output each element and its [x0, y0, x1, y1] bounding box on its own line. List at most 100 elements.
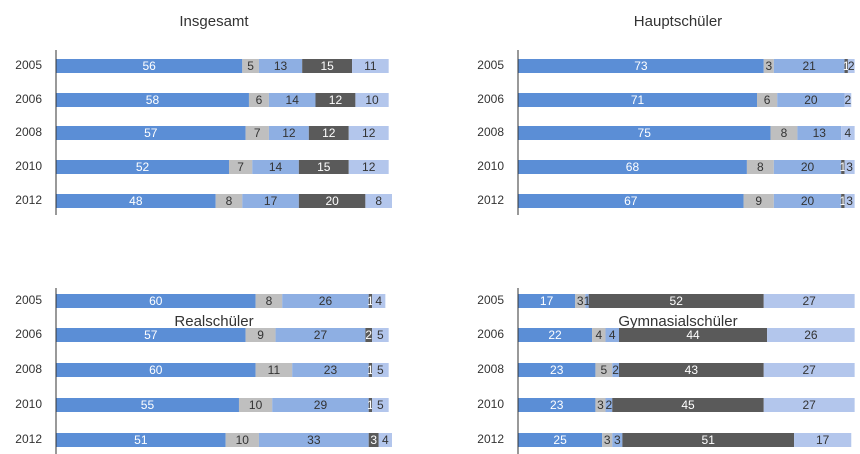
data-label: 27: [803, 363, 817, 377]
bar-segment: [255, 363, 293, 377]
data-label: 5: [247, 59, 254, 73]
bar-segment: [841, 194, 845, 208]
data-label: 3: [614, 433, 621, 447]
panel-title: Insgesamt: [179, 13, 249, 30]
data-label: 17: [264, 194, 278, 208]
data-label: 67: [624, 194, 638, 208]
y-tick-label: 2006: [15, 327, 42, 341]
data-label: 8: [375, 194, 382, 208]
y-tick-label: 2008: [477, 125, 504, 139]
bar-segment: [368, 398, 373, 412]
bar-segment: [743, 194, 774, 208]
bar-segment: [368, 294, 373, 308]
y-tick-label: 2010: [477, 159, 504, 173]
data-label: 20: [801, 160, 815, 174]
data-label: 71: [631, 93, 645, 107]
data-label: 9: [755, 194, 762, 208]
data-label: 4: [595, 328, 602, 342]
bar-segment: [255, 294, 283, 308]
y-tick-label: 2012: [477, 193, 504, 207]
data-label: 73: [634, 59, 648, 73]
data-label: 27: [803, 398, 817, 412]
bar-segment: [56, 194, 216, 208]
data-label: 2: [612, 363, 619, 377]
bar-segment: [368, 433, 379, 447]
bar-segment: [763, 398, 855, 412]
data-label: 15: [320, 59, 334, 73]
bar-segment: [588, 294, 764, 308]
data-label: 2: [606, 398, 613, 412]
bar-segment: [844, 59, 848, 73]
data-label: 45: [681, 398, 695, 412]
bar-segment: [602, 433, 613, 447]
bar-segment: [518, 59, 764, 73]
data-label: 8: [781, 126, 788, 140]
data-label: 8: [757, 160, 764, 174]
data-label: 13: [274, 59, 288, 73]
data-label: 11: [364, 59, 377, 73]
bar-segment: [238, 398, 273, 412]
data-label: 20: [325, 194, 339, 208]
bar-segment: [56, 126, 246, 140]
y-tick-label: 2006: [477, 92, 504, 106]
bar-segment: [252, 160, 299, 174]
data-label: 60: [149, 363, 163, 377]
data-label: 8: [266, 294, 273, 308]
bar-segment: [612, 363, 619, 377]
bar-segment: [844, 194, 855, 208]
bar-segment: [298, 194, 366, 208]
data-label: 43: [685, 363, 699, 377]
bar-segment: [245, 328, 276, 342]
data-label: 1: [840, 160, 847, 174]
bar-segment: [365, 194, 392, 208]
bar-segment: [794, 433, 852, 447]
panel-title: Hauptschüler: [634, 13, 722, 30]
bar-segment: [767, 328, 855, 342]
y-tick-label: 2008: [15, 362, 42, 376]
bar-segment: [268, 93, 316, 107]
data-label: 60: [149, 294, 163, 308]
data-label: 51: [702, 433, 716, 447]
data-label: 5: [377, 398, 384, 412]
y-tick-label: 2012: [15, 432, 42, 446]
bar-segment: [258, 59, 303, 73]
data-label: 27: [803, 294, 817, 308]
data-label: 4: [382, 433, 389, 447]
data-label: 1: [367, 363, 374, 377]
bar-segment: [258, 433, 369, 447]
bar-segment: [518, 93, 758, 107]
data-label: 6: [764, 93, 771, 107]
data-label: 3: [846, 194, 853, 208]
bar-segment: [372, 294, 386, 308]
y-tick-label: 2010: [477, 397, 504, 411]
data-label: 17: [540, 294, 554, 308]
bar-segment: [763, 294, 855, 308]
data-label: 5: [600, 363, 607, 377]
data-label: 68: [626, 160, 640, 174]
bar-segment: [242, 194, 299, 208]
bar-segment: [372, 363, 389, 377]
bar-segment: [518, 126, 771, 140]
data-label: 20: [801, 194, 815, 208]
data-label: 44: [686, 328, 700, 342]
data-label: 48: [129, 194, 143, 208]
y-tick-label: 2005: [477, 58, 504, 72]
bar-segment: [215, 194, 243, 208]
data-label: 51: [134, 433, 148, 447]
bar-segment: [368, 363, 373, 377]
data-label: 1: [367, 294, 374, 308]
bar-segment: [844, 93, 852, 107]
data-label: 23: [550, 398, 564, 412]
y-tick-label: 2012: [15, 193, 42, 207]
data-label: 9: [257, 328, 264, 342]
data-label: 3: [577, 294, 584, 308]
bar-segment: [308, 126, 349, 140]
y-tick-label: 2008: [15, 125, 42, 139]
data-label: 12: [329, 93, 343, 107]
bar-segment: [605, 328, 619, 342]
data-label: 33: [307, 433, 321, 447]
bar-segment: [605, 398, 613, 412]
data-label: 2: [365, 328, 372, 342]
y-tick-label: 2005: [15, 293, 42, 307]
bar-segment: [352, 59, 389, 73]
